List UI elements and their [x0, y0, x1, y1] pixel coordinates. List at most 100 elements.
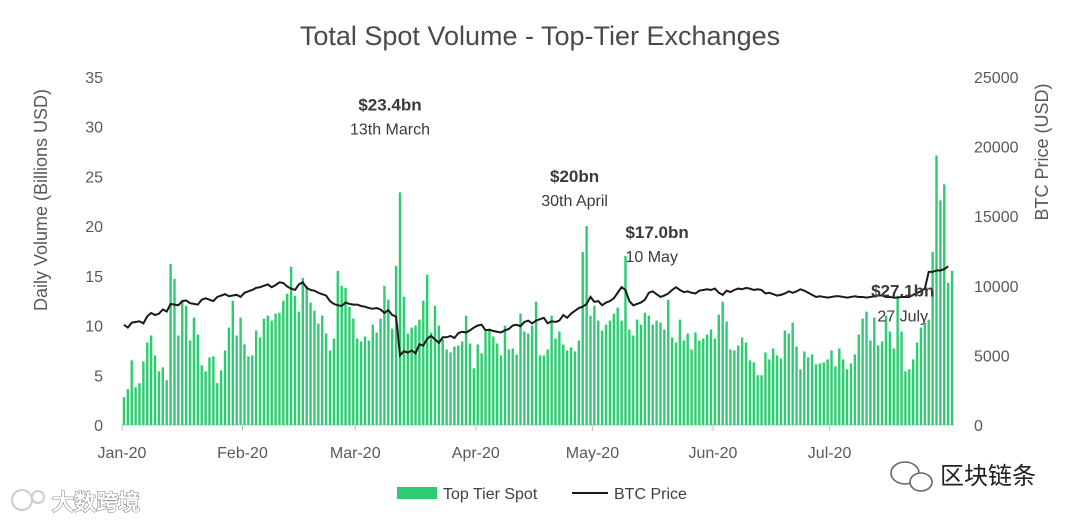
bar	[768, 359, 771, 425]
bar	[581, 251, 584, 425]
bar	[239, 317, 242, 425]
bar	[756, 375, 759, 425]
y2-tick-label: 15000	[974, 209, 1019, 226]
bar	[733, 350, 736, 425]
y2-axis-title: BTC Price (USD)	[1032, 83, 1052, 220]
bar	[698, 340, 701, 425]
bar	[550, 315, 553, 425]
y-tick-label: 15	[85, 269, 103, 286]
bar	[694, 332, 697, 425]
y-tick-label: 35	[85, 70, 103, 87]
bar	[348, 306, 351, 425]
bar	[826, 359, 829, 425]
bar	[562, 344, 565, 425]
bar	[134, 387, 137, 425]
bar	[834, 366, 837, 425]
bar	[153, 355, 157, 425]
bar	[884, 315, 888, 425]
bar-series	[122, 155, 954, 425]
bar	[565, 350, 569, 425]
bar	[651, 324, 654, 425]
bar	[464, 315, 468, 425]
bar	[799, 369, 802, 425]
bar	[748, 360, 752, 425]
bar	[219, 370, 223, 425]
bar	[896, 295, 899, 425]
bar	[499, 355, 503, 425]
bar	[589, 315, 592, 425]
bar	[165, 380, 168, 425]
x-tick-label: Feb-20	[217, 445, 268, 462]
bar	[122, 397, 126, 425]
annotation-value: $17.0bn	[625, 223, 688, 242]
bar	[402, 296, 406, 425]
x-axis: Jan-20 Feb-20 Mar-20 Apr-20 May-20 Jun-20 Jul-…	[98, 424, 954, 462]
bar	[324, 333, 328, 425]
y-tick-label: 0	[94, 418, 103, 435]
bar	[702, 338, 705, 425]
bar	[674, 342, 678, 425]
bar	[873, 317, 876, 425]
bar	[760, 375, 763, 425]
bar	[810, 354, 814, 425]
bar	[251, 355, 254, 425]
y2-tick-label: 0	[974, 418, 983, 435]
bar	[503, 325, 507, 425]
bar	[488, 329, 491, 425]
bar	[429, 332, 433, 425]
bar	[635, 319, 639, 425]
bar	[332, 338, 336, 425]
bar	[604, 324, 608, 425]
bar	[519, 313, 522, 425]
bar	[340, 285, 343, 425]
bar	[301, 277, 304, 425]
bar	[950, 270, 954, 425]
bar	[130, 360, 133, 425]
bar	[923, 322, 927, 425]
bar	[908, 369, 911, 425]
bar	[422, 300, 425, 425]
bar	[309, 302, 312, 425]
bar	[391, 328, 394, 425]
bar	[628, 329, 631, 425]
bar	[336, 270, 339, 425]
legend-label-top-tier-spot: Top Tier Spot	[443, 486, 538, 503]
annotation-date: 13th March	[350, 121, 430, 138]
bar	[861, 318, 864, 425]
bar	[686, 333, 689, 425]
bar	[138, 383, 141, 425]
bar	[192, 317, 196, 425]
bar	[258, 337, 262, 425]
bar	[441, 339, 444, 425]
bar	[744, 342, 748, 425]
bar	[577, 340, 581, 425]
x-tick-label: May-20	[566, 445, 619, 462]
bar	[772, 348, 775, 425]
bar	[939, 200, 942, 425]
y2-tick-label: 10000	[974, 279, 1019, 296]
bar	[849, 363, 853, 425]
watermark-left: 大数跨境	[11, 489, 140, 515]
y-tick-label: 30	[85, 120, 103, 137]
y-tick-label: 25	[85, 169, 103, 186]
bar	[437, 325, 441, 425]
bar	[569, 347, 573, 425]
chart-title: Total Spot Volume - Top-Tier Exchanges	[300, 21, 780, 51]
x-tick-label: Jun-20	[688, 445, 737, 462]
bar	[274, 313, 277, 425]
bar	[779, 358, 783, 425]
bar	[612, 313, 616, 425]
annotation-value: $27.1bn	[871, 282, 934, 301]
bar	[729, 349, 732, 425]
bar	[282, 300, 285, 425]
bar	[931, 251, 934, 425]
bar	[943, 184, 946, 425]
bar	[783, 330, 787, 425]
bar	[608, 320, 612, 425]
bar	[235, 335, 238, 425]
bar	[433, 305, 437, 425]
bar	[740, 337, 744, 425]
y2-tick-label: 5000	[974, 348, 1010, 365]
bar	[527, 333, 530, 425]
bar	[169, 263, 172, 425]
